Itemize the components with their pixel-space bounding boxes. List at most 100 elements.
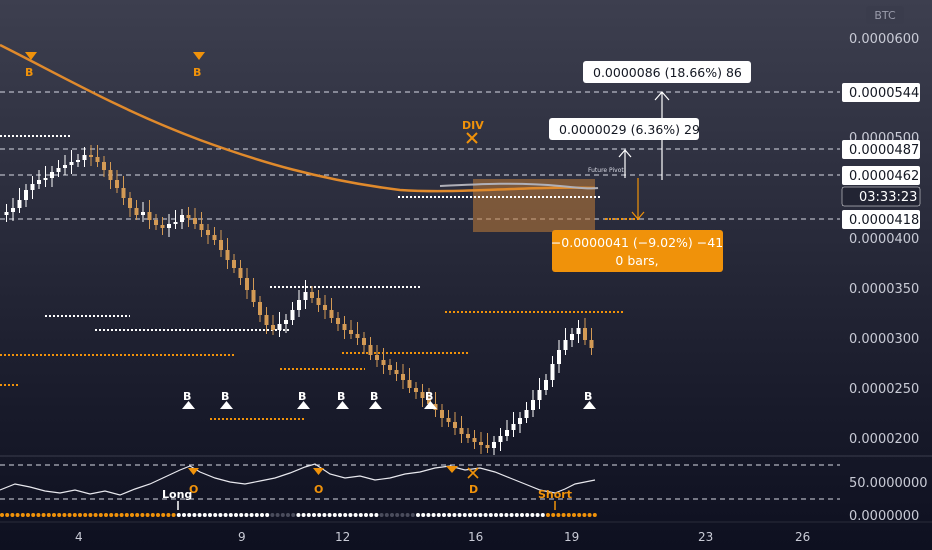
candle-body [290,310,295,320]
signal-dot [452,513,457,517]
candle-body [550,364,555,380]
signal-dot [546,513,550,517]
candle-body [108,170,113,180]
price-tick: 0.0000250 [849,382,919,397]
date-tick: 12 [335,530,350,544]
date-axis[interactable]: 4 9 12 16 19 23 26 [0,521,932,544]
sell-marker-label: B [193,66,201,79]
candle-body [453,422,457,428]
signal-dot [291,513,296,517]
candle-body [43,178,48,180]
buy-marker-label: B [183,390,191,403]
svg-text:0.0000029 (6.36%) 29: 0.0000029 (6.36%) 29 [559,122,700,137]
price-axis[interactable]: BTC 0.0000600 0.0000500 0.0000400 0.0000… [841,6,928,524]
signal-dot [483,513,488,517]
signal-dot [114,513,119,517]
candle-body [173,222,178,224]
buy-marker-label: B [584,390,592,403]
candle-body [505,430,509,436]
signal-dot [592,513,597,517]
candle-body [232,260,236,268]
support-resistance-dots [0,135,640,420]
signal-dot [312,513,316,517]
moving-average-line [0,43,596,193]
date-tick: 19 [564,530,579,544]
candle-body [310,292,314,298]
signal-dot [109,513,114,517]
osc-marker-label: O [314,483,323,496]
candle-body [433,404,438,410]
candle-body [440,410,444,418]
oscillator-pane[interactable]: O O D Long Short [0,455,932,510]
candle-body [245,278,249,290]
signal-dot [208,513,212,517]
candle-body [349,330,353,334]
signal-dot [78,513,82,517]
signal-dot [514,513,519,517]
signal-dot [457,513,462,517]
signal-dot [358,513,363,517]
signal-dot [301,513,306,517]
short-label: Short [538,488,572,501]
signal-dot [587,513,592,517]
signal-dot [197,513,202,517]
osc-marker-label: D [469,483,478,496]
signal-dot [317,513,322,517]
candle-body [401,374,405,380]
candle-body [238,268,243,278]
candle-body [524,410,529,418]
signal-dot [62,513,67,517]
signal-dot [426,513,431,517]
signal-dot [504,513,509,517]
signal-dot [348,513,353,517]
svg-text:−0.0000041 (−9.02%) −41: −0.0000041 (−9.02%) −41 [551,235,723,250]
signal-dot [379,513,384,517]
signal-dot [202,513,207,517]
candle-body [199,224,204,230]
candle-body [570,334,574,340]
signal-dot [145,513,150,517]
candle-body [375,355,379,360]
price-label: 0.0000418 [849,213,919,228]
candle-body [355,334,360,338]
signal-dot [306,513,311,517]
osc-tick: 50.0000000 [849,476,928,491]
signal-dot [228,513,233,517]
measure-box-up-small[interactable]: 0.0000029 (6.36%) 29 [549,118,700,140]
signal-dot [280,513,285,517]
signal-dot [566,513,571,517]
measure-box-up-large[interactable]: 0.0000086 (18.66%) 86 [583,61,751,83]
buy-marker-label: B [425,390,433,403]
signal-dot [353,513,358,517]
candle-body [446,418,451,422]
candlestick-series[interactable] [4,145,594,455]
signal-dot [421,513,426,517]
signal-dot [442,513,446,517]
price-tick: 0.0000350 [849,282,919,297]
candle-body [388,365,392,370]
candle-body [472,438,477,442]
signal-dot [499,513,504,517]
signal-dot [223,513,228,517]
candle-body [589,340,594,348]
sell-marker-label: B [25,66,33,79]
date-tick: 16 [468,530,483,544]
signal-dot [88,513,93,517]
candle-body [264,315,269,325]
buy-marker-label: B [370,390,378,403]
candle-body [323,305,327,310]
buy-marker-label: B [221,390,229,403]
candle-body [531,400,535,410]
signal-dot [364,513,368,517]
candle-body [4,212,9,215]
measure-box-down[interactable]: −0.0000041 (−9.02%) −41 0 bars, [551,230,723,272]
signal-dot [327,513,332,517]
candle-body [219,240,223,250]
signal-dot [182,513,186,517]
signal-dot [176,513,181,517]
candle-body [258,302,262,315]
signal-dot [67,513,72,517]
signal-dot [41,513,46,517]
